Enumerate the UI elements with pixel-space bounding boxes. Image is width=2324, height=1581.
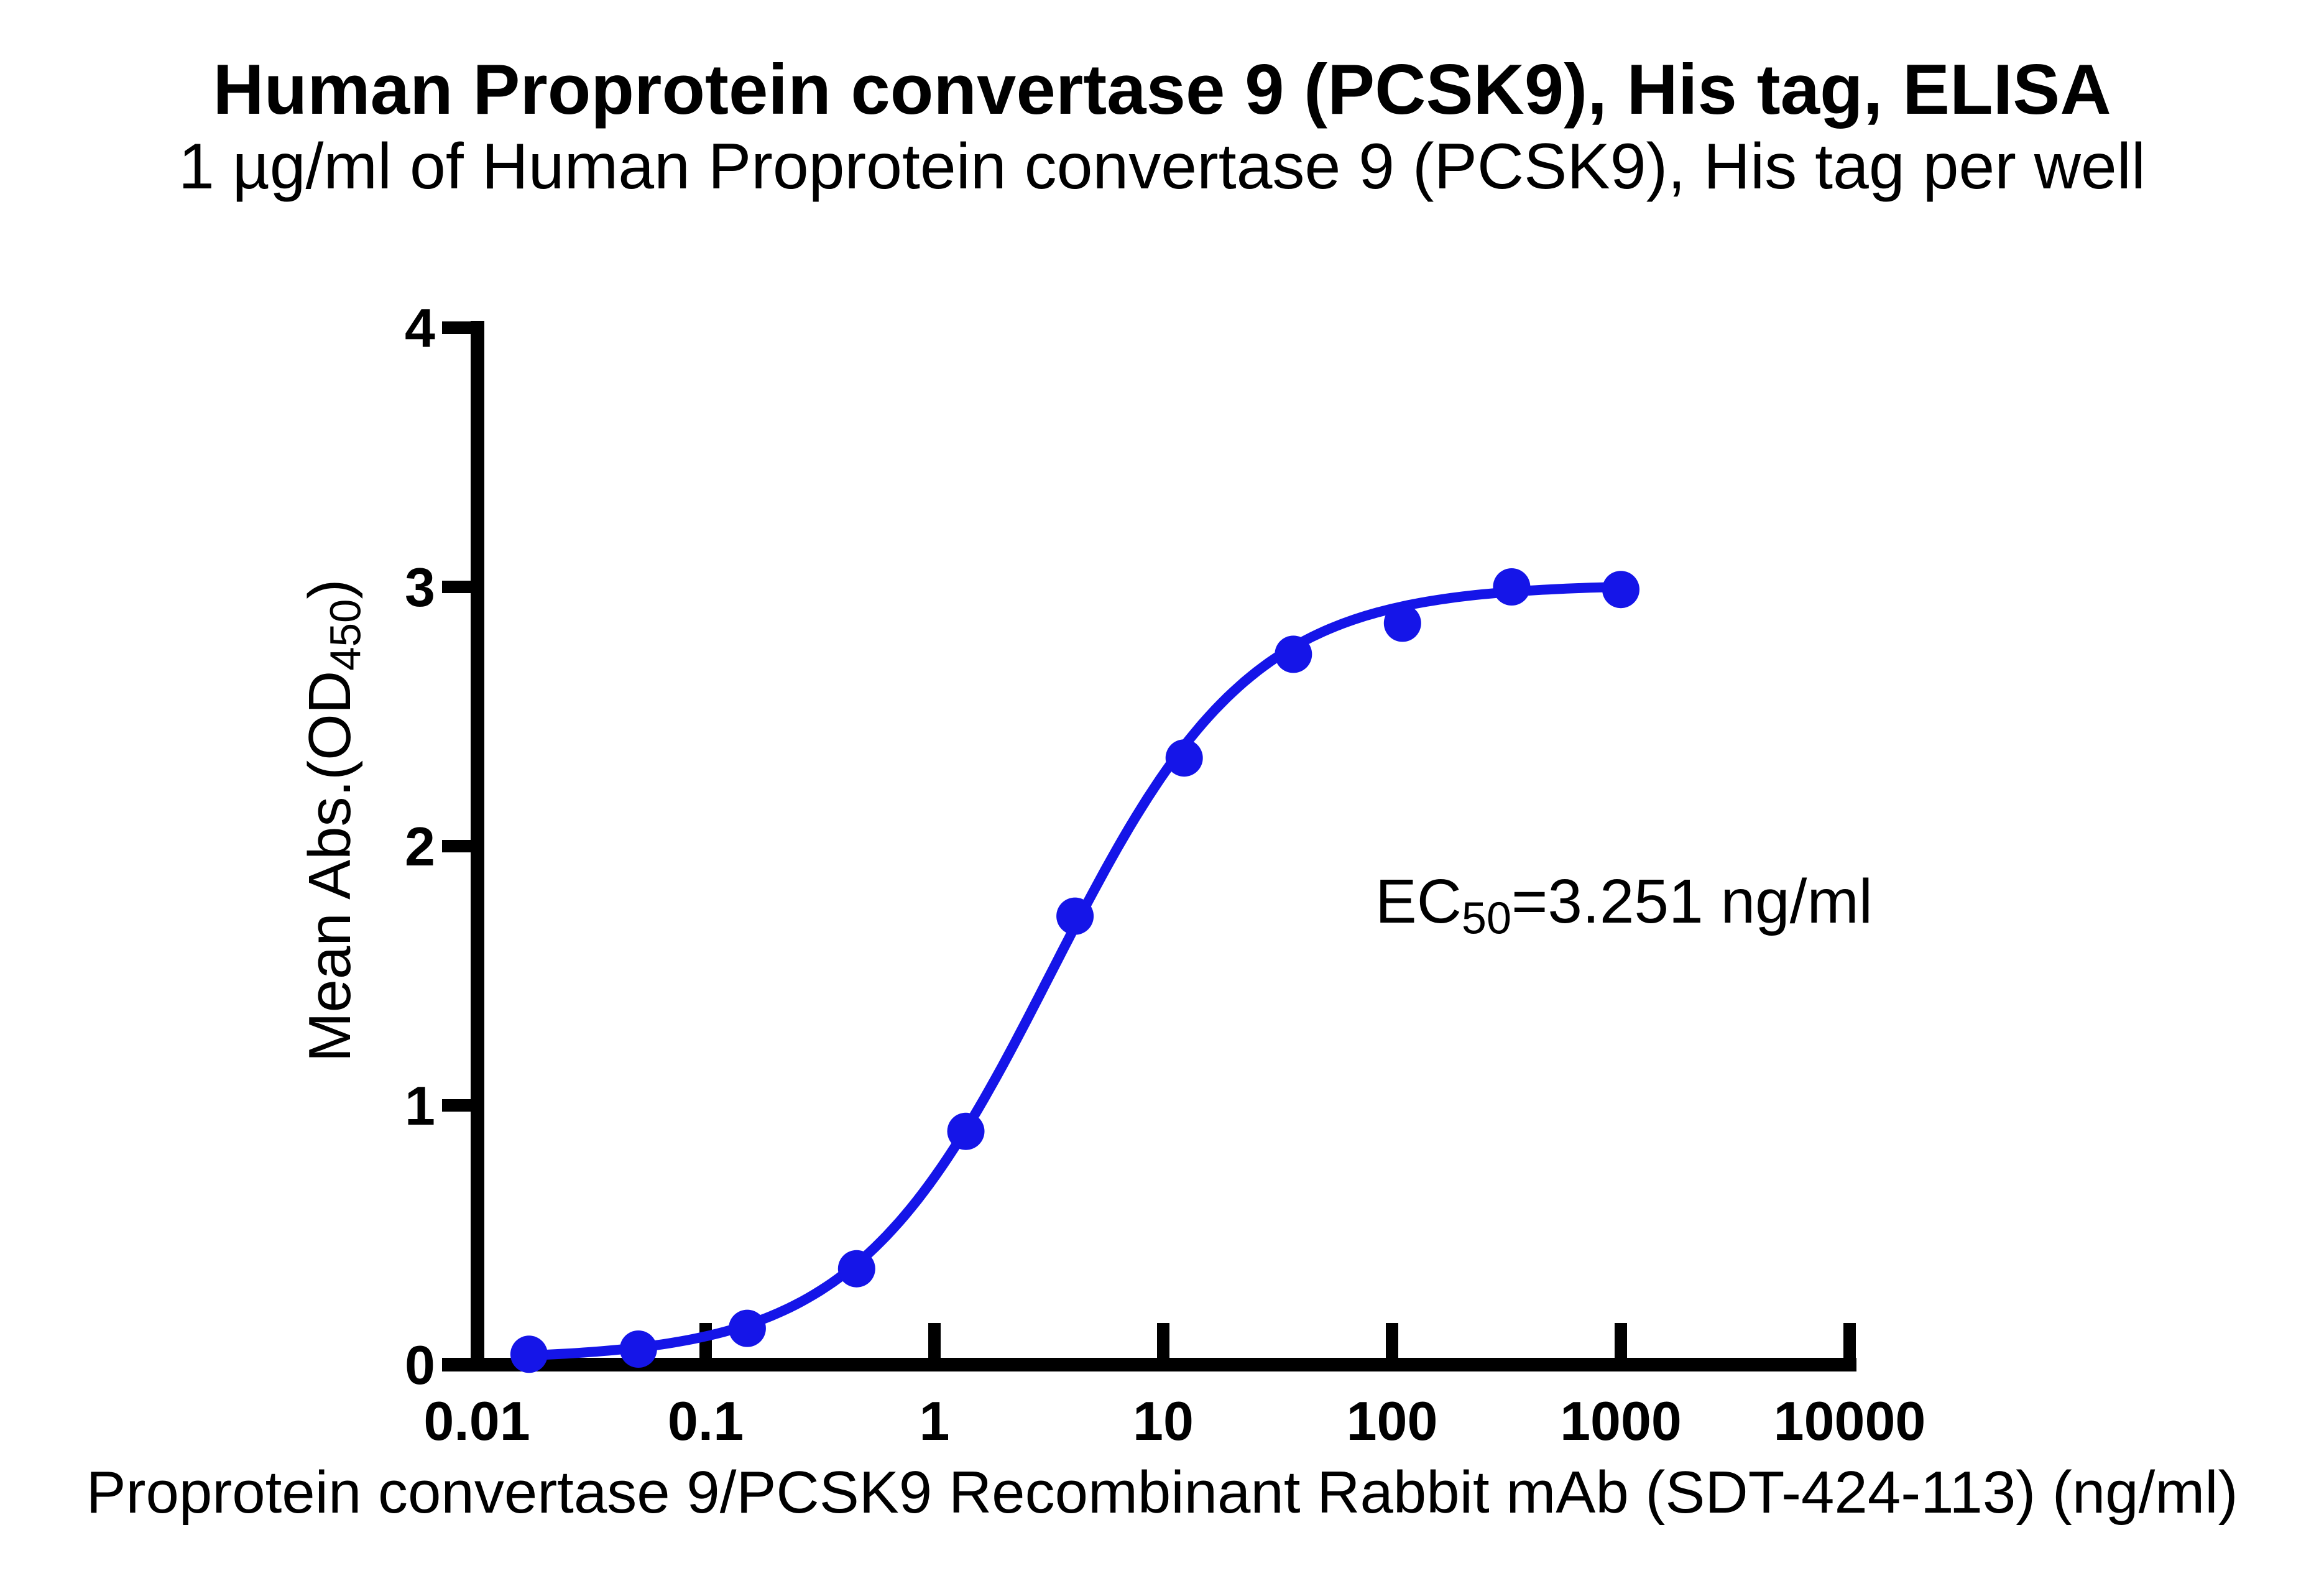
y-axis-tick-label: 0: [405, 1334, 435, 1396]
data-point: [510, 1335, 548, 1373]
data-point: [619, 1330, 657, 1368]
ec50-subscript: 50: [1461, 893, 1512, 944]
x-axis-tick-label: 100: [1347, 1390, 1438, 1452]
data-point: [837, 1250, 875, 1288]
x-axis-tick-label: 0.01: [423, 1390, 530, 1452]
x-axis-tick-label: 10000: [1774, 1390, 1926, 1452]
x-axis-title: Proprotein convertase 9/PCSK9 Recombinan…: [86, 1459, 2238, 1526]
x-axis-tick-label: 1: [920, 1390, 950, 1452]
y-axis-tick-label: 1: [405, 1075, 435, 1136]
data-point: [1493, 568, 1531, 606]
ec50-annotation: EC50=3.251 ng/ml: [1375, 870, 1873, 941]
fit-curve: [523, 581, 1626, 1361]
x-axis-tick-label: 1000: [1560, 1390, 1682, 1452]
ec50-value: =3.251 ng/ml: [1511, 867, 1873, 936]
data-point: [947, 1112, 985, 1150]
data-point: [1275, 635, 1312, 673]
y-axis-tick-label: 3: [405, 556, 435, 618]
data-point: [1383, 604, 1421, 642]
chart-subtitle: 1 µg/ml of Human Proprotein convertase 9…: [178, 131, 2146, 203]
data-point: [728, 1309, 766, 1347]
data-point: [1602, 571, 1639, 609]
x-axis-tick-label: 10: [1133, 1390, 1194, 1452]
data-point: [1056, 897, 1094, 935]
data-point: [1165, 739, 1203, 777]
y-axis-tick-label: 2: [405, 816, 435, 877]
x-axis-tick-label: 0.1: [668, 1390, 744, 1452]
ec50-prefix: EC: [1375, 867, 1462, 936]
y-axis-tick-label: 4: [405, 297, 435, 359]
chart-title: Human Proprotein convertase 9 (PCSK9), H…: [213, 50, 2111, 129]
